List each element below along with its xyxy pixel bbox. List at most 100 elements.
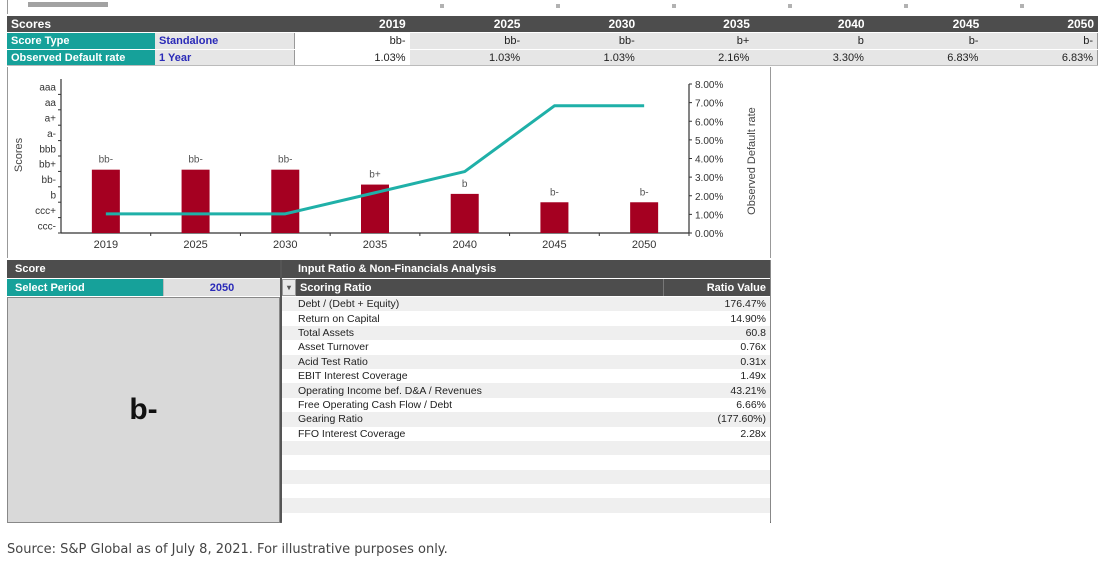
year-header: 2019 [379,17,406,31]
bar-data-label: b [462,179,468,190]
right-axis-tick-label: 2.00% [695,192,723,203]
bar-data-label: bb- [99,155,113,166]
year-header: 2040 [837,17,865,31]
year-header: 2025 [493,17,521,31]
ratio-value: 6.66% [736,398,766,411]
score-cell: bb- [295,33,410,49]
year-header: 2050 [1067,17,1095,31]
x-axis-tick-label: 2025 [183,239,207,251]
default-rate-cell: 1.03% [409,50,525,65]
score-type-value[interactable]: Standalone [155,33,295,49]
cut-off-mark [904,4,908,8]
cut-off-mark [556,4,560,8]
right-axis-tick-label: 6.00% [695,117,723,128]
ratio-row [282,484,770,499]
ratio-name: Free Operating Cash Flow / Debt [298,398,453,411]
default-rate-cell: 6.83% [867,50,983,65]
ratio-row: Total Assets 60.8 [282,325,770,341]
ratio-name: Total Assets [298,326,355,339]
score-cell: b+ [638,33,754,49]
bar-series: bb-bb-bb-b+bb-b- [91,155,659,233]
left-axis-label: Scores [13,137,25,172]
year-header: 2045 [952,17,980,31]
bar-data-label: b- [640,187,649,198]
score-bar [630,202,659,233]
default-rate-cell: 2.16% [638,50,754,65]
right-axis-tick-label: 1.00% [695,210,723,221]
left-axis-tick-label: bb- [42,175,56,186]
ratio-panel: Input Ratio & Non-Financials Analysis ▾ … [280,260,771,528]
ratio-row: Operating Income bef. D&A / Revenues 43.2… [282,383,770,398]
ratio-value: 0.76x [740,341,766,354]
ratio-value: 0.31x [740,355,766,368]
ratio-row: EBIT Interest Coverage 1.49x [282,368,770,384]
left-axis-tick-label: ccc+ [35,206,56,217]
ratio-row [282,469,770,485]
left-axis-tick-label: bb+ [39,160,56,171]
bar-data-label: b- [550,187,559,198]
source-note: Source: S&P Global as of July 8, 2021. F… [7,542,448,557]
ratio-name: Gearing Ratio [298,413,363,426]
bar-data-label: bb- [278,155,292,166]
right-axis-tick-label: 5.00% [695,136,723,147]
x-axis: 2019 2025 2030 2035 2040 2045 2050 [61,232,690,251]
default-rate-horizon[interactable]: 1 Year [155,50,295,65]
scores-title: Scores [11,17,52,31]
ratio-row: Return on Capital 14.90% [282,311,770,326]
x-axis-tick-label: 2035 [363,239,387,251]
ratio-name: Operating Income bef. D&A / Revenues [298,384,482,397]
cut-off-mark [440,4,444,8]
select-period-label: Select Period [7,279,163,296]
select-period-input[interactable]: 2050 [163,279,280,296]
score-bar [540,202,569,233]
ratio-name: EBIT Interest Coverage [298,370,408,383]
default-rate-cell: 1.03% [295,50,410,65]
score-section-header: Score [7,260,280,278]
score-cell: b [753,33,868,49]
ratio-table-body: Debt / (Debt + Equity) 176.47% Return on C… [282,297,770,528]
left-axis-tick-label: a+ [45,114,57,125]
ratio-panel-title: Input Ratio & Non-Financials Analysis [282,260,770,278]
ratio-name: Asset Turnover [298,341,369,354]
ratio-row [282,440,770,456]
ratio-row [282,512,770,528]
score-cell: bb- [409,33,525,49]
ratio-value: 14.90% [730,312,766,325]
ratio-value: (177.60%) [717,413,766,426]
ratio-value: 43.21% [730,384,766,397]
score-cell: bb- [524,33,639,49]
ratio-value: 2.28x [740,427,766,440]
default-rate-row: Observed Default rate 1 Year 1.03% 1.03%… [7,50,1099,66]
left-axis-tick-label: aaa [39,83,56,94]
scores-header-row: Scores 2019 2025 2030 2035 2040 2045 205… [7,16,1098,32]
ratio-row [282,455,770,470]
score-bar [181,169,210,233]
score-bar [450,193,479,233]
scores-chart: aaa aa a+ a-bbb bb+ bb-b ccc+ ccc- 8.00% 7.00% 6.… [7,67,771,258]
ratio-row [282,498,770,513]
ratio-row: FFO Interest Coverage 2.28x [282,426,770,441]
x-axis-tick-label: 2040 [452,239,476,251]
cut-off-mark [1020,4,1024,8]
right-axis-tick-label: 7.00% [695,99,723,110]
left-axis-tick-label: ccc- [38,221,56,232]
line-series [105,104,645,216]
ratio-value: 60.8 [745,326,766,339]
filter-dropdown-button[interactable]: ▾ [282,279,296,296]
default-rate-cell: 3.30% [753,50,868,65]
right-axis-tick-label: 4.00% [695,155,723,166]
cut-off-mark [672,4,676,8]
scoring-ratio-header[interactable]: Scoring Ratio [296,279,664,296]
right-axis: 8.00% 7.00% 6.00% 5.00% 4.00% 3.00% 2.00% 1.00%… [688,80,723,240]
ratio-row: Free Operating Cash Flow / Debt 6.66% [282,397,770,413]
ratio-row: Asset Turnover 0.76x [282,340,770,355]
blank-cell [155,16,295,32]
year-header: 2030 [608,17,636,31]
cut-off-mark [788,4,792,8]
ratio-name: Acid Test Ratio [298,355,368,368]
ratio-row: Gearing Ratio (177.60%) [282,412,770,427]
right-axis-tick-label: 0.00% [695,229,723,240]
chevron-down-icon: ▾ [286,283,291,292]
select-period-row: Select Period 2050 [7,279,280,296]
